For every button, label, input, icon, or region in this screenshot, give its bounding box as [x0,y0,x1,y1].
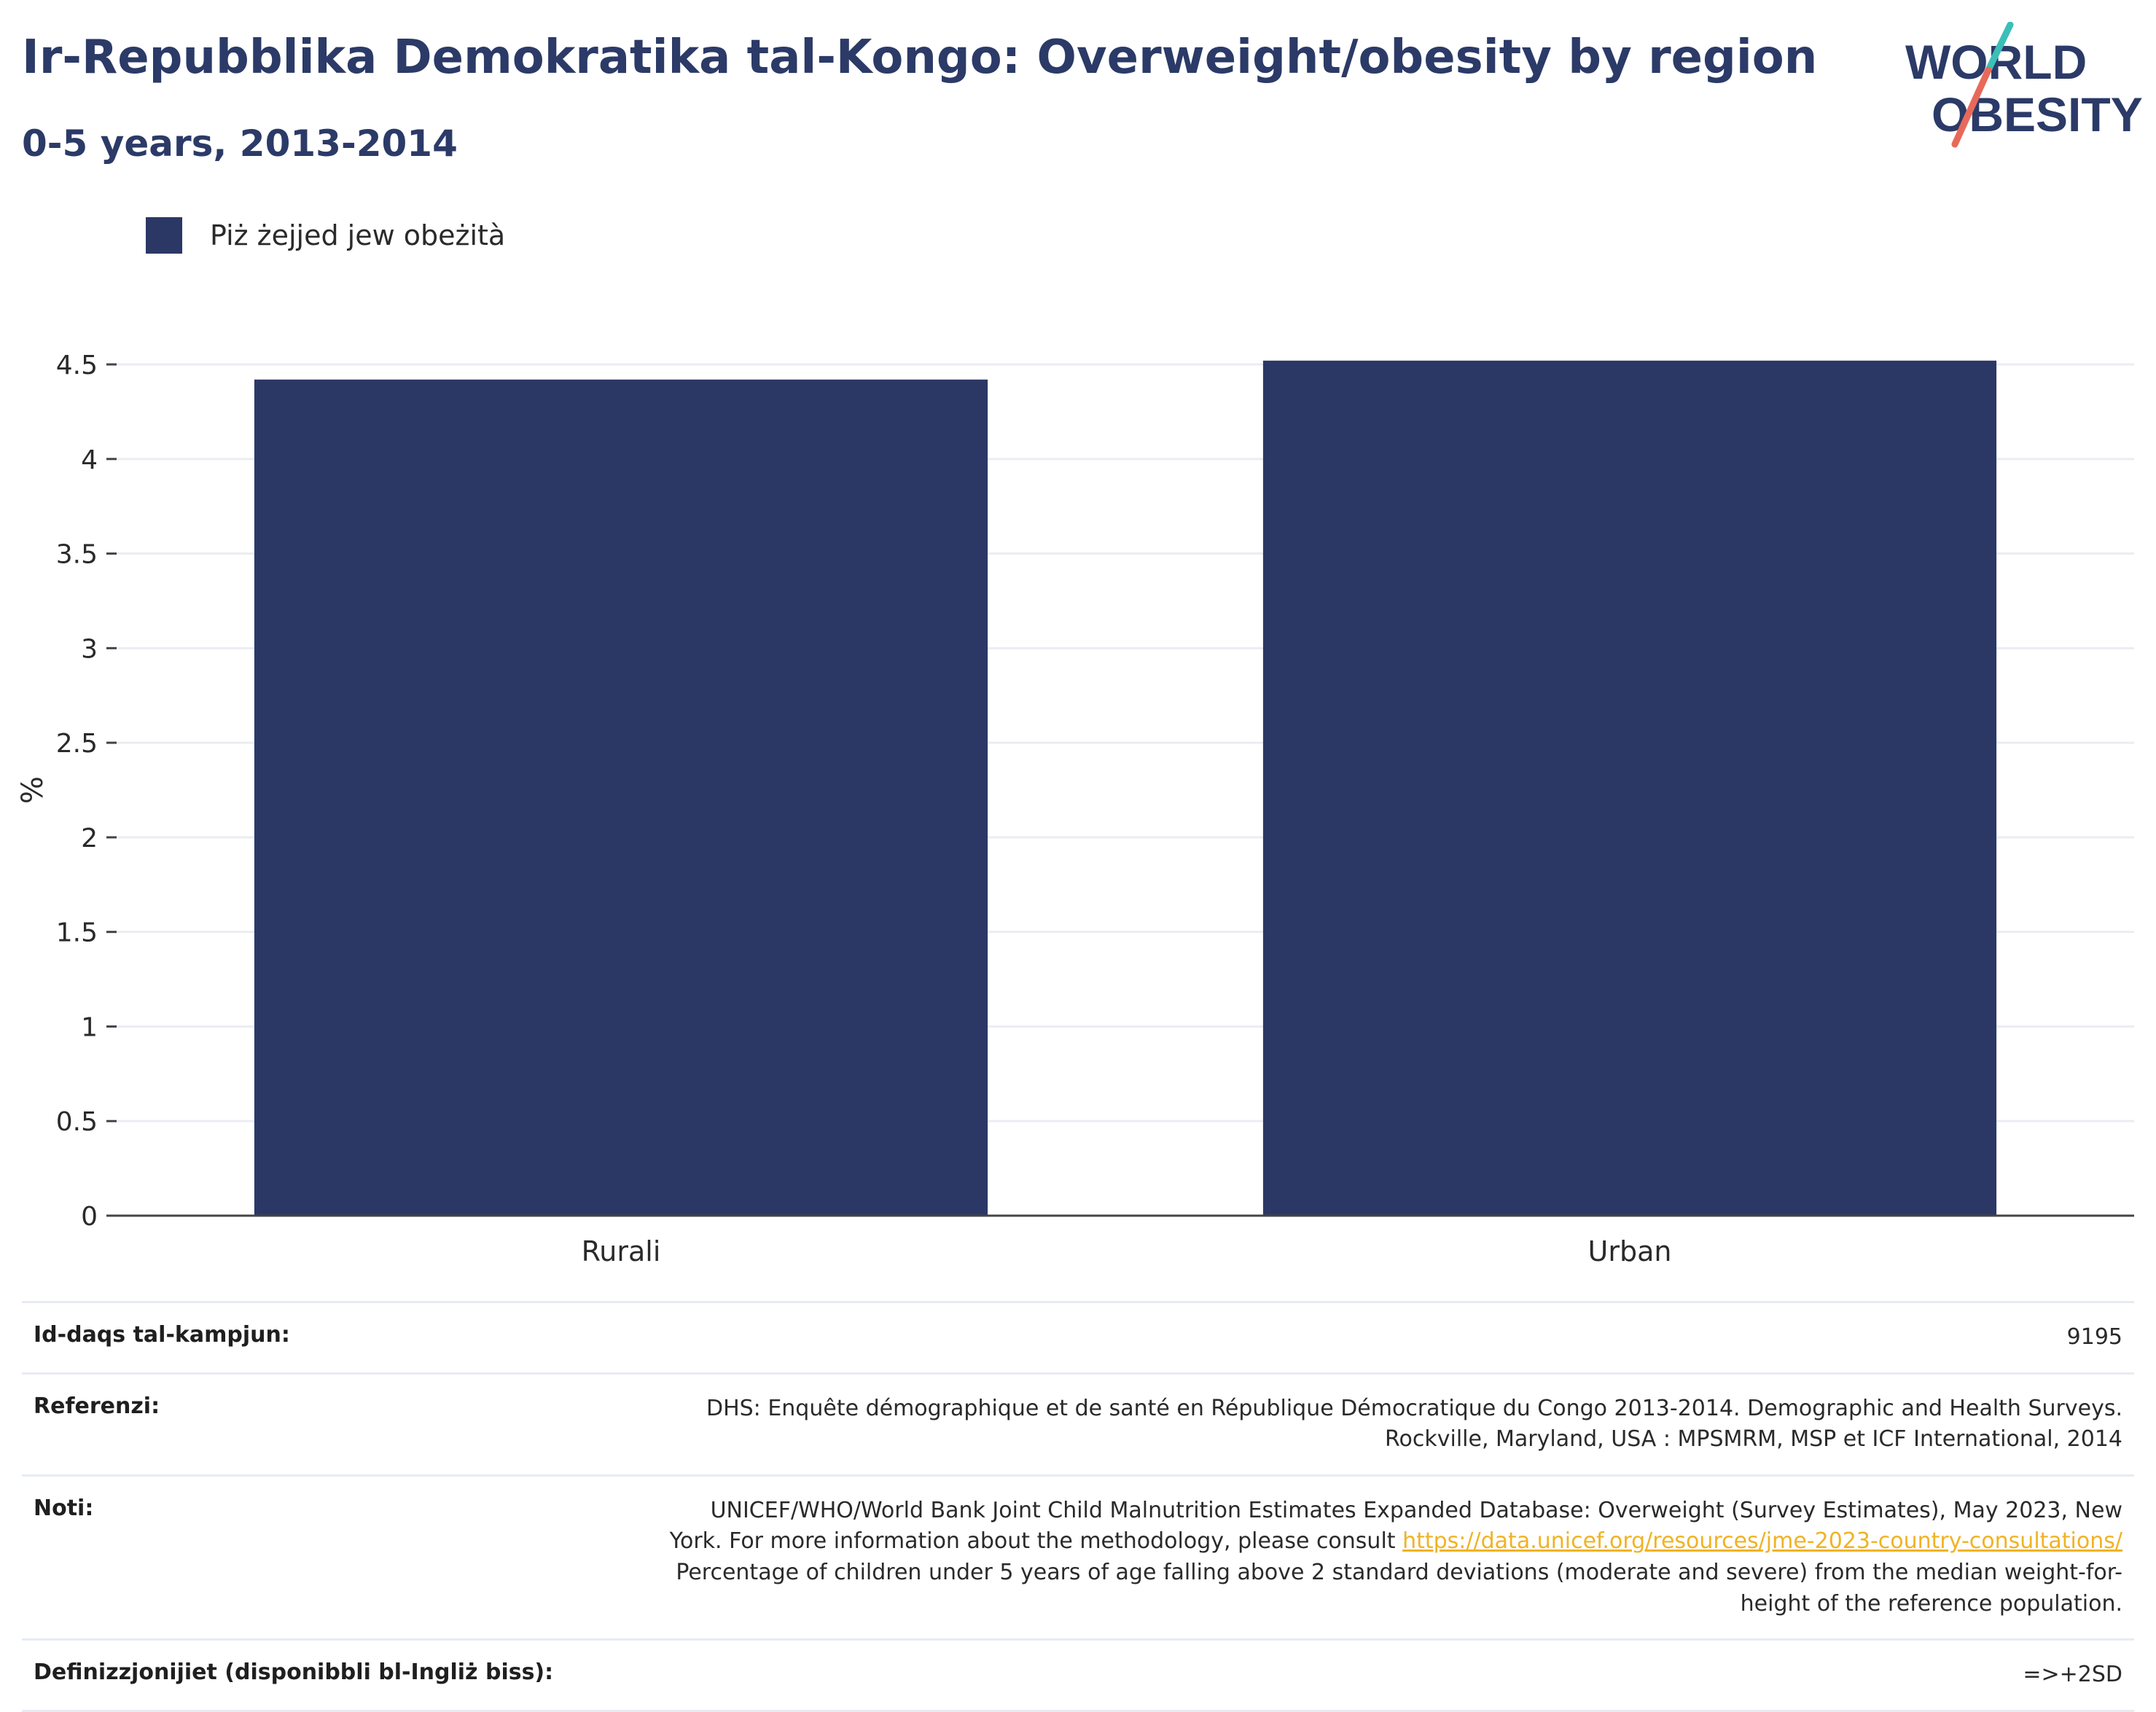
legend[interactable]: Piż żejjed jew obeżità [146,216,505,255]
bar-chart: 0 0.5 1 1.5 2 2.5 3 3.5 4 4.5 Rurali Urban% [16,351,2134,1267]
info-table: Id-daqs tal-kampjun: 9195 Referenzi: DHS… [22,1301,2134,1712]
notes-label: Noti: [34,1495,94,1521]
y-tick-label: 3.5 [56,540,98,570]
x-tick-label: Rurali [582,1235,661,1267]
y-axis-label: % [16,776,50,804]
sample-size-value: 9195 [2066,1324,2122,1350]
notes-line-1: UNICEF/WHO/World Bank Joint Child Malnut… [710,1497,2122,1523]
bars [254,360,1997,1216]
info-row-references: Referenzi: DHS: Enquête démographique et… [22,1372,2134,1474]
definitions-value: =>+2SD [2023,1662,2122,1688]
axes: 0 0.5 1 1.5 2 2.5 3 3.5 4 4.5 Rurali Urban% [16,351,2134,1267]
notes-line-3: Percentage of children under 5 years of … [676,1559,2122,1585]
y-tick-label: 2 [81,824,98,853]
info-row-notes: Noti: UNICEF/WHO/World Bank Joint Child … [22,1474,2134,1638]
y-tick-label: 0 [81,1202,98,1232]
legend-swatch [146,217,182,254]
bar-urban [1262,360,1997,1216]
methodology-link[interactable]: https://data.unicef.org/resources/jme-20… [1402,1528,2122,1555]
y-tick-label: 4 [81,445,98,475]
info-row-sample-size: Id-daqs tal-kampjun: 9195 [22,1301,2134,1372]
y-tick-label: 1 [81,1012,98,1042]
definitions-label: Definizzjonijiet (disponibbli bl-Ingliż … [34,1660,554,1686]
references-value: DHS: Enquête démographique et de santé e… [706,1394,2122,1455]
references-line-1: DHS: Enquête démographique et de santé e… [706,1395,2122,1421]
y-tick-label: 3 [81,634,98,664]
notes-line-4: height of the reference population. [1740,1590,2122,1617]
logo-slash-bottom [1951,66,1992,148]
notes-value: UNICEF/WHO/World Bank Joint Child Malnut… [670,1496,2122,1619]
notes-line-2: York. For more information about the met… [669,1528,1396,1555]
y-tick-label: 1.5 [56,918,98,948]
references-label: Referenzi: [34,1393,160,1419]
world-obesity-logo: WORLD OBESITY [1905,22,2143,148]
x-tick-label: Urban [1588,1235,1672,1267]
bar-rurali [254,379,988,1216]
info-row-definitions: Definizzjonijiet (disponibbli bl-Ingliż … [22,1638,2134,1712]
references-line-2: Rockville, Maryland, USA : MPSMRM, MSP e… [1385,1426,2122,1453]
y-tick-label: 2.5 [56,729,98,759]
sample-size-label: Id-daqs tal-kampjun: [34,1322,290,1348]
chart-title: Ir-Repubblika Demokratika tal-Kongo: Ove… [22,31,1818,85]
y-tick-label: 0.5 [56,1107,98,1137]
logo-line-world: WORLD [1905,35,2087,89]
legend-label: Piż żejjed jew obeżità [210,219,506,251]
y-tick-label: 4.5 [56,351,98,380]
chart-subtitle: 0-5 years, 2013-2014 [22,122,458,165]
logo-slash-top [1985,22,2014,74]
